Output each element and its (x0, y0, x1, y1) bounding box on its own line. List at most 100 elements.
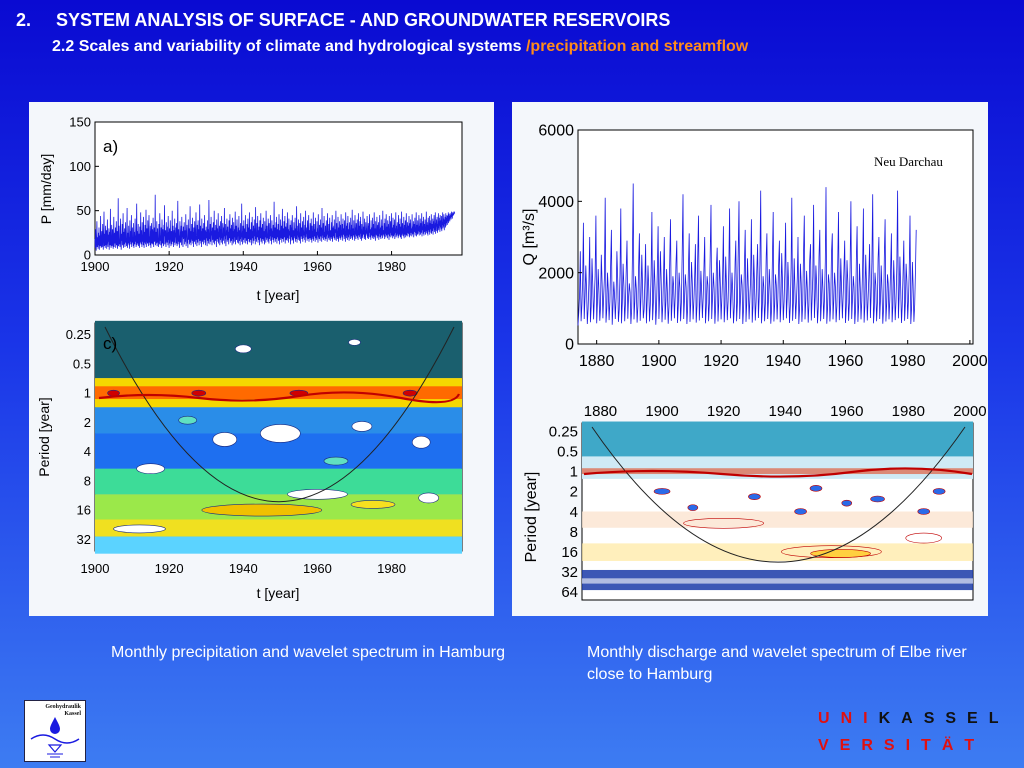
power-band (582, 468, 973, 475)
uni-letter: N (840, 710, 864, 727)
uni-letter: I (863, 710, 879, 727)
x-tick-label: 1940 (229, 561, 258, 576)
power-blob (260, 424, 301, 443)
uni-letter: S (945, 710, 968, 727)
y-tick-label: 16 (77, 503, 91, 518)
y-tick-label: 0.5 (73, 356, 91, 371)
x-tick-label: 1880 (579, 353, 615, 370)
power-band (582, 511, 973, 528)
uni-letter: S (923, 710, 946, 727)
y-tick-label: 150 (69, 115, 91, 130)
power-band (95, 320, 462, 379)
power-blob (653, 488, 671, 495)
x-tick-label: 1980 (377, 561, 406, 576)
uni-letter: L (988, 710, 1010, 727)
power-blob (781, 545, 882, 559)
uni-letter: E (967, 710, 989, 727)
power-blob (687, 504, 699, 511)
y-tick-label: 4 (570, 504, 578, 521)
precipitation-figure: 1900 1920 1940 1960 1980 0 50 100 150 a) t [year] P… (36, 115, 463, 601)
uni-letter: T (921, 737, 942, 754)
power-blob (841, 499, 853, 507)
slide-title: 2. SYSTEM ANALYSIS OF SURFACE - AND GROUN… (16, 10, 670, 31)
power-blob (191, 389, 207, 397)
y-tick-label: 0 (84, 248, 91, 263)
caption-precipitation: Monthly precipitation and wavelet spectr… (111, 644, 505, 661)
y-axis-label: Period [year] (523, 472, 540, 563)
x-tick-label: 1900 (81, 561, 110, 576)
power-blob (932, 488, 946, 495)
x-tick-label: 1920 (703, 353, 739, 370)
uni-letter: S (883, 737, 906, 754)
x-axis-label: t [year] (257, 585, 300, 601)
subtitle-main: 2.2 Scales and variability of climate an… (52, 38, 522, 55)
series-line (577, 183, 917, 326)
power-blob (411, 435, 431, 449)
power-band (95, 536, 462, 554)
y-tick-label: 8 (570, 524, 578, 541)
x-tick-label: 1960 (830, 403, 863, 420)
power-blob (178, 415, 197, 425)
university-name-line1: UNIKASSEL (818, 710, 1010, 728)
y-tick-label: 32 (561, 564, 578, 581)
cone-of-influence (104, 326, 455, 503)
power-blob (917, 508, 931, 515)
y-tick-label: 1 (84, 386, 91, 401)
x-tick-label: 1980 (892, 403, 925, 420)
x-tick-label: 1940 (769, 403, 802, 420)
x-tick-label: 1940 (229, 259, 258, 274)
y-tick-label: 6000 (538, 123, 574, 140)
uni-letter: T (964, 737, 986, 754)
power-blob (323, 456, 349, 466)
cone-of-influence (591, 426, 966, 563)
logo-text: Geohydraulik Kassel (45, 704, 81, 718)
power-blob (794, 508, 807, 515)
discharge-panel: 1880 1900 1920 1940 1960 1980 2000 0 2000 4000 600… (512, 102, 988, 616)
series-line (94, 194, 456, 251)
station-annotation: Neu Darchau (874, 154, 943, 169)
x-tick-label: 2000 (952, 353, 988, 370)
power-blob (136, 463, 165, 475)
y-tick-label: 4 (84, 444, 91, 459)
x-tick-label: 1900 (645, 403, 678, 420)
power-blob (212, 432, 238, 447)
y-tick-label: 2 (84, 415, 91, 430)
y-tick-label: 50 (77, 203, 91, 218)
power-blob (234, 344, 252, 354)
y-tick-label: 16 (561, 544, 578, 561)
uni-letter: A (901, 710, 924, 727)
y-tick-label: 2000 (538, 265, 574, 282)
uni-letter: E (839, 737, 862, 754)
water-drop-icon (30, 717, 80, 758)
power-blob (113, 524, 166, 534)
section-number: 2. (16, 10, 32, 30)
y-tick-label: 32 (77, 532, 91, 547)
x-tick-label: 1920 (155, 259, 184, 274)
power-blob (683, 517, 764, 529)
y-axis-label: P [mm/day] (38, 154, 54, 225)
geohydraulik-logo: Geohydraulik Kassel (24, 700, 86, 762)
university-name-line2: VERSITÄT (818, 737, 985, 755)
power-blob (809, 485, 823, 492)
uni-letter: Ä (941, 737, 965, 754)
power-blob (870, 495, 885, 503)
logo-line1: Geohydraulik (45, 704, 81, 710)
panel-label: a) (103, 137, 118, 156)
y-axis-label: Q [m³/s] (521, 209, 538, 266)
power-blob (350, 500, 396, 509)
uni-letter: R (861, 737, 884, 754)
power-blob (905, 532, 943, 544)
discharge-figure: 1880 1900 1920 1940 1960 1980 2000 0 2000 4000 600… (521, 123, 988, 602)
x-tick-label: 1880 (584, 403, 617, 420)
uni-letter: V (818, 737, 840, 754)
precipitation-panel: 1900 1920 1940 1960 1980 0 50 100 150 a) t [year] P… (29, 102, 494, 616)
x-tick-label: 1920 (707, 403, 740, 420)
section-title: SYSTEM ANALYSIS OF SURFACE - AND GROUNDW… (56, 10, 671, 30)
y-tick-label: 0 (565, 337, 574, 354)
y-tick-label: 64 (561, 584, 578, 601)
x-tick-label: 1900 (641, 353, 677, 370)
power-blob (348, 339, 361, 346)
x-tick-label: 2000 (953, 403, 986, 420)
power-band (95, 519, 462, 537)
x-tick-label: 1980 (377, 259, 406, 274)
